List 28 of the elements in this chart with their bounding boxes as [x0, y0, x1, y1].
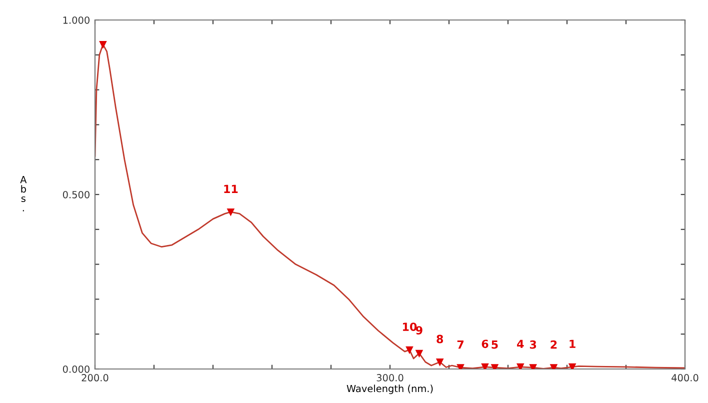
- annotation: 2: [550, 340, 557, 349]
- x-axis-title: Wavelength (nm.): [346, 384, 433, 394]
- x-tick-label: 400.0: [672, 374, 698, 382]
- point: [227, 208, 234, 216]
- annotation: 1: [570, 340, 576, 348]
- y-axis-title: A b s .: [20, 176, 27, 212]
- point: [568, 363, 576, 369]
- point: [99, 40, 106, 48]
- annotation: 9: [416, 326, 422, 334]
- y-tick-label: 0.500: [62, 190, 90, 198]
- point: [436, 358, 444, 366]
- x-tick-label: 300.0: [376, 374, 404, 382]
- annotation: 3: [530, 340, 536, 349]
- annotation: 11: [224, 184, 238, 193]
- annotation: 10: [402, 322, 417, 331]
- y-tick-label: 0.000: [62, 365, 90, 373]
- annotation: 8: [436, 334, 444, 344]
- point: [457, 364, 464, 369]
- annotation: 7: [457, 340, 464, 349]
- annotation: 5: [492, 340, 498, 349]
- annotation: 4: [517, 340, 524, 348]
- point: [482, 363, 488, 369]
- point: [416, 350, 423, 357]
- point: [516, 363, 524, 369]
- y-tick-label: 1.000: [63, 16, 90, 24]
- annotation: 6: [482, 340, 488, 348]
- x-tick-label: 200.0: [82, 374, 108, 382]
- point: [406, 346, 413, 354]
